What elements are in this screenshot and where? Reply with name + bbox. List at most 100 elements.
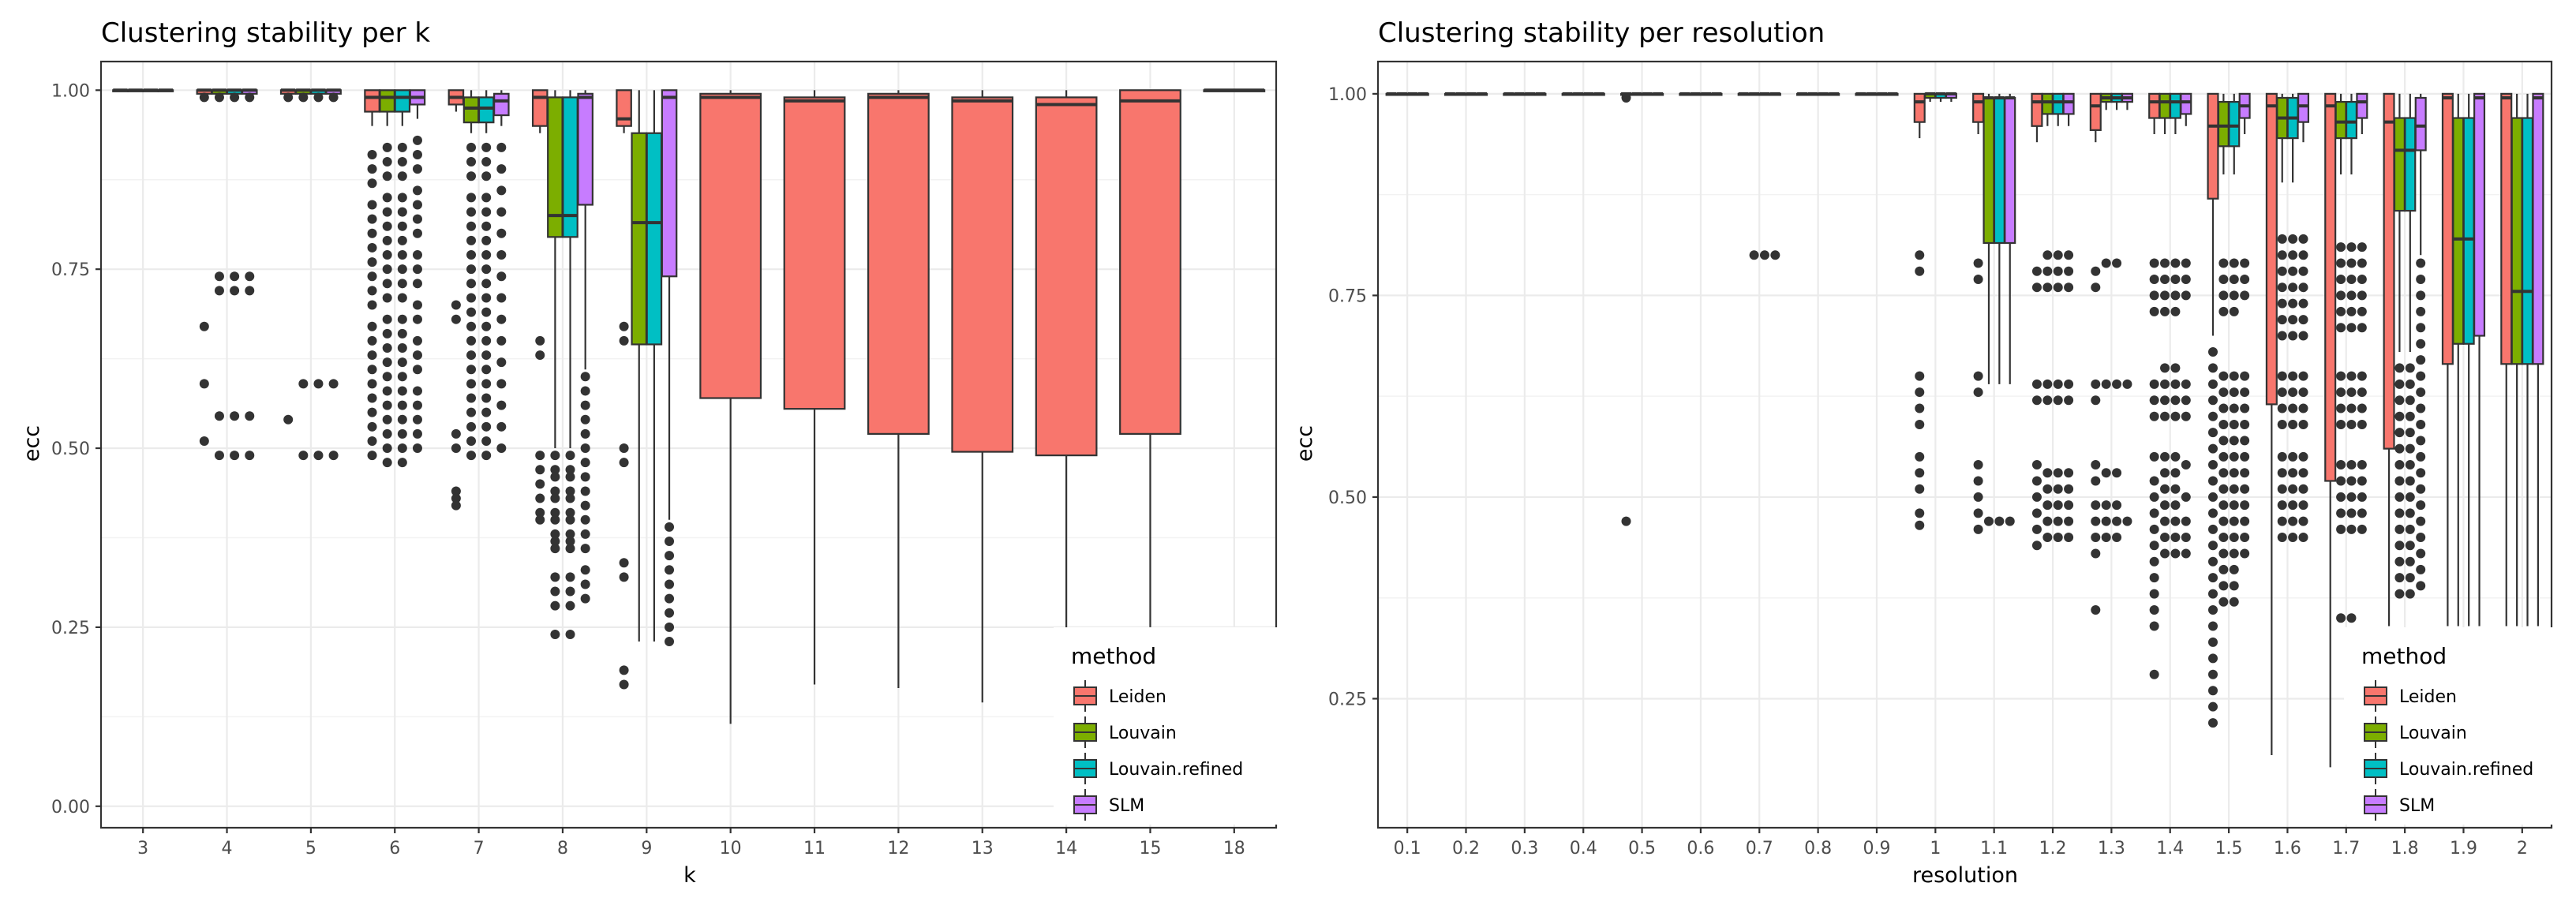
- chart-resolution-svg: Clustering stability per resolution reso…: [1293, 17, 2565, 888]
- outlier-point: [2336, 242, 2346, 252]
- box-group-0-3: [1503, 92, 1547, 96]
- outlier-point: [367, 451, 377, 461]
- outlier-point: [2394, 411, 2405, 421]
- outlier-point: [451, 314, 461, 324]
- outlier-point: [2181, 274, 2191, 284]
- outlier-point: [481, 451, 492, 461]
- box-1-7-slm: [2356, 92, 2368, 119]
- outlier-point: [2170, 379, 2181, 389]
- plot-border: [1376, 60, 2553, 829]
- y-tick-label: 1.00: [1328, 85, 1367, 105]
- outlier-point: [2394, 460, 2405, 470]
- outlier-point: [580, 486, 590, 496]
- x-tick-label: 10: [720, 839, 742, 858]
- outlier-point: [2277, 403, 2287, 413]
- outlier-point: [466, 379, 477, 389]
- x-tick-label: 15: [1139, 839, 1161, 858]
- outlier-point: [2208, 621, 2218, 631]
- outlier-point: [328, 451, 339, 461]
- y-tick-label: 0.75: [51, 260, 90, 280]
- outlier-point: [2346, 323, 2357, 333]
- outlier-point: [466, 142, 477, 152]
- outlier-point: [2240, 516, 2250, 526]
- outlier-point: [367, 164, 377, 174]
- outlier-point: [397, 293, 407, 303]
- outlier-point: [2394, 573, 2405, 583]
- outlier-point: [2229, 258, 2239, 268]
- outlier-point: [2357, 460, 2367, 470]
- outlier-point: [2218, 484, 2229, 494]
- box-group-1-7: [2324, 92, 2368, 768]
- outlier-point: [1973, 508, 1983, 518]
- outlier-point: [214, 286, 224, 296]
- outlier-point: [367, 271, 377, 282]
- outlier-point: [2053, 379, 2063, 389]
- outlier-point: [382, 293, 392, 303]
- outlier-point: [2170, 468, 2181, 478]
- outlier-point: [367, 321, 377, 331]
- outlier-point: [2336, 306, 2346, 316]
- outlier-point: [2277, 387, 2287, 398]
- outlier-point: [2053, 533, 2063, 543]
- outlier-point: [2416, 306, 2426, 316]
- outlier-point: [619, 665, 629, 675]
- outlier-point: [1973, 460, 1983, 470]
- outlier-point: [550, 465, 560, 475]
- outlier-point: [1973, 476, 1983, 486]
- outlier-point: [2288, 331, 2298, 341]
- box-1-5-louvain: [2217, 101, 2230, 148]
- outlier-point: [2229, 581, 2239, 591]
- outlier-point: [665, 608, 675, 618]
- outlier-point: [397, 193, 407, 203]
- box-2-leiden: [2500, 92, 2513, 365]
- outlier-point: [466, 157, 477, 167]
- outlier-point: [367, 149, 377, 159]
- outlier-point: [412, 414, 422, 425]
- outlier-point: [2298, 419, 2308, 429]
- outlier-point: [2336, 524, 2346, 534]
- outlier-point: [2170, 484, 2181, 494]
- outlier-point: [1973, 371, 1983, 381]
- outlier-point: [2218, 533, 2229, 543]
- y-axis-title: ecc: [20, 425, 44, 462]
- outlier-point: [2346, 613, 2357, 623]
- box-1-1-louvain-refined: [1993, 96, 2005, 245]
- outlier-point: [2031, 460, 2042, 470]
- outlier-point: [2405, 476, 2415, 486]
- outlier-point: [214, 92, 224, 103]
- legend-label-slm: SLM: [2399, 796, 2435, 816]
- outlier-point: [2208, 508, 2218, 518]
- outlier-point: [496, 142, 507, 152]
- box-group-5: [279, 88, 342, 461]
- outlier-point: [245, 411, 255, 421]
- outlier-point: [230, 271, 240, 282]
- outlier-point: [2357, 258, 2367, 268]
- box-8-slm: [577, 92, 593, 206]
- outlier-point: [412, 386, 422, 396]
- outlier-point: [397, 207, 407, 217]
- outlier-point: [565, 465, 575, 475]
- outlier-point: [481, 142, 492, 152]
- box-9-leiden: [616, 89, 632, 127]
- outlier-point: [496, 357, 507, 368]
- outlier-point: [382, 264, 392, 275]
- outlier-point: [2357, 419, 2367, 429]
- outlier-point: [580, 579, 590, 589]
- outlier-point: [2149, 589, 2159, 599]
- outlier-point: [2416, 371, 2426, 381]
- outlier-point: [2346, 290, 2357, 301]
- outlier-point: [397, 342, 407, 353]
- outlier-point: [2357, 524, 2367, 534]
- outlier-point: [2122, 379, 2132, 389]
- outlier-point: [367, 350, 377, 361]
- outlier-point: [2277, 250, 2287, 260]
- outlier-point: [2208, 605, 2218, 615]
- x-axis-title: k: [683, 863, 696, 888]
- outlier-point: [2149, 524, 2159, 534]
- box-group-9: [616, 89, 678, 690]
- outlier-point: [2357, 323, 2367, 333]
- outlier-point: [367, 421, 377, 432]
- outlier-point: [397, 443, 407, 454]
- box-2-louvain-refined: [2521, 117, 2534, 365]
- outlier-point: [2298, 282, 2308, 293]
